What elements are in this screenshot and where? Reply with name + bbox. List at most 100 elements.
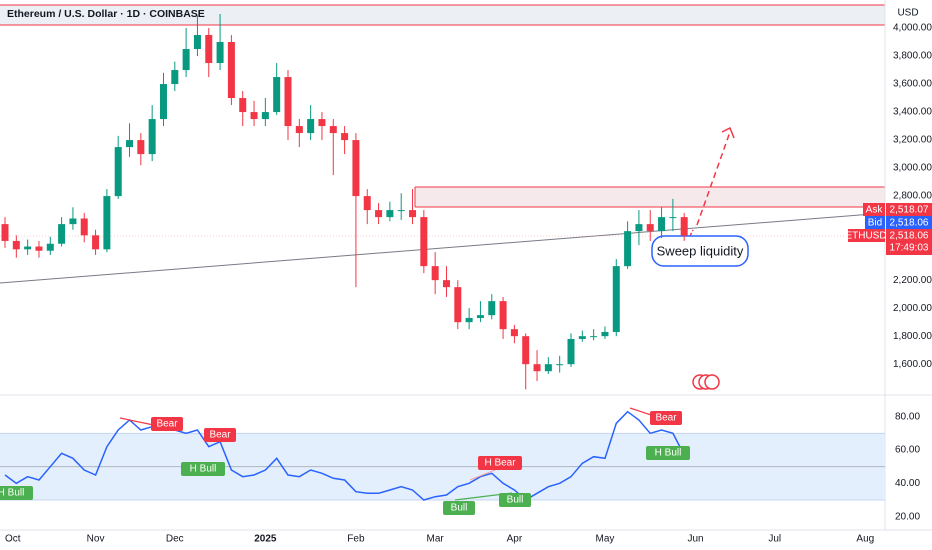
divergence-label: Bull (451, 503, 468, 514)
y-tick-label: 1,800.00 (893, 331, 932, 342)
ask-tag (863, 203, 885, 216)
callout-box (651, 235, 749, 267)
candle-body (646, 224, 654, 232)
x-tick-label: Mar (427, 534, 445, 545)
candle-body (114, 147, 122, 197)
candle-body (658, 217, 666, 232)
y-tick-label: 3,000.00 (893, 163, 932, 174)
candle-body (80, 218, 88, 236)
ask-label: Ask (866, 205, 884, 216)
x-tick-label: Nov (87, 534, 105, 545)
candle-body (148, 119, 156, 155)
arrow-head (721, 126, 735, 139)
candle-body (567, 338, 575, 365)
countdown: 17:49:03 (890, 243, 929, 254)
y-tick-label: 2,200.00 (893, 275, 932, 286)
x-tick-label: May (596, 534, 615, 545)
candle-body (590, 336, 598, 338)
candle-body (126, 140, 134, 148)
divergence-label: Bull (507, 495, 524, 506)
candle-body (409, 210, 417, 218)
candle-body (329, 126, 337, 134)
last-price: 2,518.06 (890, 231, 929, 242)
candle-body (250, 112, 258, 120)
candle-body (454, 287, 462, 323)
resistance-zone (415, 187, 885, 207)
symbol-tag (848, 229, 885, 242)
top-zone (0, 5, 885, 25)
divergence-label: Bear (655, 413, 677, 424)
candle-body (442, 280, 450, 288)
callout-text: Sweep liquidity (657, 243, 744, 258)
bid-tag (865, 216, 885, 229)
candle-body (24, 246, 32, 250)
candle-body (544, 364, 552, 372)
ask-tag (886, 203, 932, 216)
candle-body (635, 224, 643, 232)
candle-body (431, 266, 439, 281)
candle-body (261, 112, 269, 120)
rsi-tick-label: 80.00 (895, 411, 920, 422)
x-tick-label: Jun (687, 534, 703, 545)
candle-body (669, 217, 677, 219)
candle-body (159, 84, 167, 120)
rsi-tick-label: 60.00 (895, 445, 920, 456)
candle-body (341, 133, 349, 141)
candle-body (612, 266, 620, 332)
candle-body (624, 231, 632, 267)
divergence-label: H Bull (0, 488, 24, 499)
x-tick-label: Oct (5, 534, 21, 545)
candle-body (273, 77, 281, 113)
candle-body (46, 243, 54, 251)
candle-body (103, 196, 111, 250)
bid-tag (886, 216, 932, 229)
candle-body (58, 224, 66, 244)
candle-body (193, 35, 201, 50)
divergence-tag (443, 501, 475, 515)
symbol-label: ETHUSD (845, 231, 886, 242)
candle-body (556, 364, 564, 366)
candle-body (227, 42, 235, 99)
candle-body (510, 329, 518, 337)
trend-line (0, 212, 886, 284)
candle-body (239, 98, 247, 113)
candle-body (352, 140, 360, 197)
projection-arrow (696, 131, 731, 226)
ask-price: 2,518.07 (890, 205, 929, 216)
candle-body (318, 119, 326, 127)
candle-body (216, 42, 224, 64)
candle-body (578, 336, 586, 339)
x-tick-label: Apr (507, 534, 523, 545)
y-tick-label: 3,400.00 (893, 107, 932, 118)
candle-body (488, 301, 496, 316)
x-tick-label: Feb (347, 534, 365, 545)
divergence-tag (0, 486, 33, 500)
y-tick-label: 2,800.00 (893, 191, 932, 202)
candle-body (522, 336, 530, 365)
candle-body (284, 77, 292, 127)
bid-price: 2,518.06 (890, 218, 929, 229)
x-tick-label: Jul (768, 534, 781, 545)
y-tick-label: 2,000.00 (893, 303, 932, 314)
candle-body (69, 218, 77, 225)
candle-body (295, 126, 303, 134)
candle-body (205, 35, 213, 64)
divergence-label: Bear (209, 430, 231, 441)
bid-label: Bid (868, 218, 882, 229)
y-tick-label: 3,600.00 (893, 79, 932, 90)
divergence-tag (650, 411, 682, 425)
divergence-label: H Bull (655, 448, 682, 459)
candle-body (533, 364, 541, 372)
chart-title: Ethereum / U.S. Dollar · 1D · COINBASE (7, 8, 205, 20)
candle-body (386, 210, 394, 218)
divergence-label: Bear (156, 419, 178, 430)
last-tag (886, 229, 932, 255)
candle-body (680, 217, 688, 236)
candle-body (182, 49, 190, 71)
divergence-tag (646, 446, 690, 460)
candle-body (307, 119, 315, 134)
divergence-label: H Bull (190, 464, 217, 475)
rsi-line (4, 410, 685, 501)
